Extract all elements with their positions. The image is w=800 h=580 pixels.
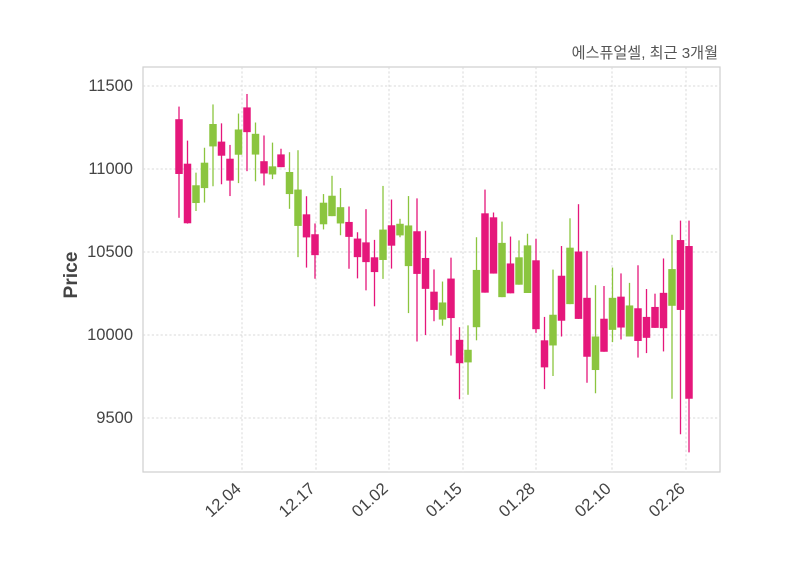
- svg-text:10000: 10000: [87, 326, 133, 344]
- svg-text:에스퓨얼셀, 최근 3개월: 에스퓨얼셀, 최근 3개월: [572, 45, 718, 62]
- svg-text:11500: 11500: [88, 77, 133, 95]
- svg-text:02.26: 02.26: [645, 479, 689, 521]
- svg-text:Price: Price: [61, 251, 82, 298]
- svg-text:02.10: 02.10: [571, 479, 615, 521]
- svg-text:11000: 11000: [88, 160, 133, 178]
- svg-text:12.17: 12.17: [275, 479, 319, 521]
- svg-text:01.28: 01.28: [495, 479, 539, 521]
- svg-text:10500: 10500: [87, 243, 133, 261]
- svg-text:01.15: 01.15: [422, 479, 466, 521]
- svg-text:01.02: 01.02: [348, 479, 392, 521]
- svg-text:12.04: 12.04: [201, 479, 245, 521]
- svg-text:9500: 9500: [96, 409, 133, 427]
